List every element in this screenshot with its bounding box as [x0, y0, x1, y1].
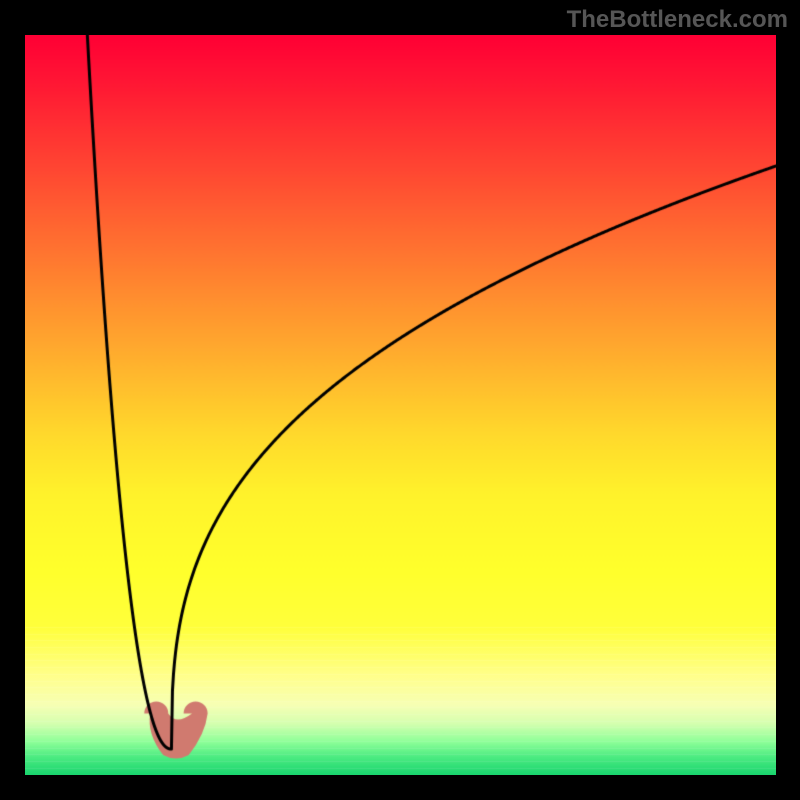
watermark-text: TheBottleneck.com — [567, 6, 788, 34]
bottleneck-curve — [25, 35, 776, 775]
chart-stage: TheBottleneck.com — [0, 0, 800, 800]
plot-area — [25, 35, 776, 775]
